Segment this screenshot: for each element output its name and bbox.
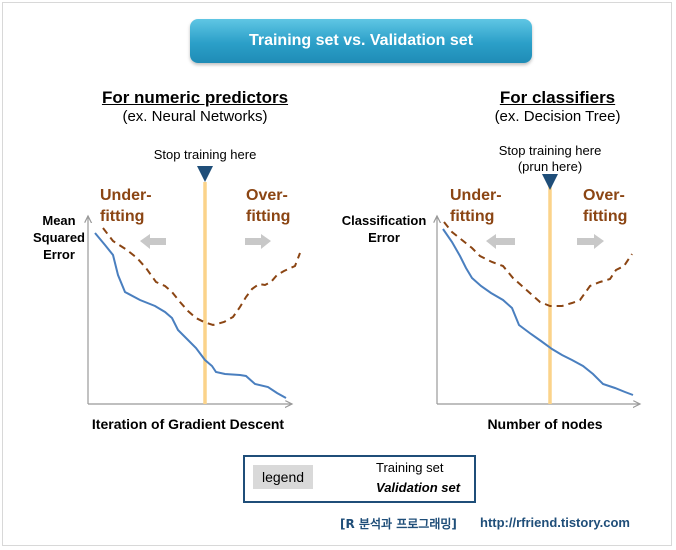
- left-underfitting-label: Under- fitting: [100, 187, 152, 225]
- left-y-axis-label: Mean Squared Error: [32, 213, 85, 262]
- legend-box: legend: [243, 455, 476, 503]
- left-stop-marker: [197, 166, 213, 182]
- legend-title: legend: [253, 465, 313, 489]
- left-training-curve: [94, 232, 287, 399]
- legend-validation-label: Validation set: [376, 480, 461, 495]
- footer-blog-name: [R 분석과 프로그래밍]: [340, 517, 457, 531]
- right-arrow-right-icon: [577, 234, 604, 249]
- right-arrow-left-icon: [486, 234, 515, 249]
- left-overfitting-label: Over- fitting: [246, 187, 291, 225]
- legend-training-label: Training set: [376, 460, 444, 475]
- right-stop-marker: [542, 174, 558, 190]
- right-axes: [437, 216, 640, 404]
- left-axes: [88, 216, 292, 404]
- left-x-axis-label: Iteration of Gradient Descent: [91, 416, 285, 432]
- right-x-axis-label: Number of nodes: [487, 416, 603, 432]
- right-stop-text: Stop training here (prun here): [498, 143, 602, 174]
- right-training-curve: [442, 228, 634, 396]
- left-panel-subtitle: (ex. Neural Networks): [122, 108, 268, 125]
- left-validation-curve: [102, 227, 301, 327]
- right-overfitting-label: Over- fitting: [583, 187, 628, 225]
- left-arrow-right-icon: [245, 234, 271, 249]
- right-underfitting-label: Under- fitting: [450, 187, 502, 225]
- right-y-axis-label: Classification Error: [341, 213, 427, 245]
- footer-url-link[interactable]: http://rfriend.tistory.com: [480, 515, 630, 530]
- right-panel-subtitle: (ex. Decision Tree): [494, 108, 621, 125]
- right-panel-title: For classifiers: [499, 88, 616, 107]
- left-arrow-left-icon: [140, 234, 166, 249]
- left-stop-text: Stop training here: [153, 147, 257, 162]
- left-panel-title: For numeric predictors: [101, 88, 289, 107]
- banner-title: Training set vs. Validation set: [190, 19, 532, 63]
- right-validation-curve: [443, 221, 633, 307]
